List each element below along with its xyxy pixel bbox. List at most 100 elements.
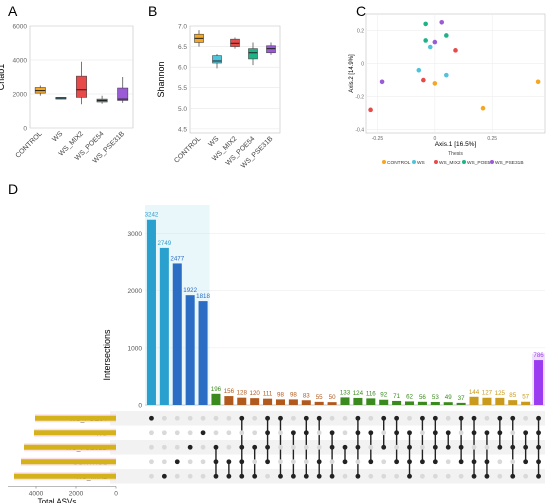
matrix-dot-on	[226, 473, 232, 479]
bar-value-label: 57	[522, 394, 529, 401]
y-tick-label: 2000	[13, 92, 28, 99]
matrix-dot-off	[290, 415, 296, 421]
set-size-bar	[35, 415, 116, 421]
legend-label: WS	[417, 160, 425, 166]
matrix-dot-on	[355, 430, 361, 436]
y-tick-label: 3000	[128, 231, 143, 238]
bar-value-label: 71	[393, 393, 400, 400]
matrix-dot-off	[213, 415, 219, 421]
set-axis-label: Total ASVs	[38, 498, 77, 503]
y-tick-label: 5.0	[178, 106, 187, 113]
set-axis-tick-label: 0	[114, 491, 118, 498]
bar-value-label: 128	[237, 390, 248, 397]
matrix-dot-off	[200, 459, 206, 465]
matrix-dot-on	[420, 459, 425, 465]
matrix-dot-on	[239, 459, 245, 465]
matrix-dot-off	[174, 444, 180, 450]
y-tick-label: 0	[138, 403, 142, 410]
matrix-dot-off	[174, 473, 180, 479]
legend-swatch	[412, 160, 416, 164]
matrix-dot-on	[329, 473, 335, 479]
bar-value-label: 196	[211, 386, 222, 393]
point-ws	[416, 67, 422, 73]
matrix-dot-on	[497, 415, 503, 421]
y-axis-label: Axis.2 [14.9%]	[349, 54, 355, 93]
matrix-dot-on	[484, 473, 490, 479]
matrix-dot-off	[161, 459, 167, 465]
matrix-dot-on	[278, 473, 283, 479]
intersection-bar	[146, 219, 156, 405]
intersection-bar	[185, 295, 195, 405]
intersection-bar	[301, 400, 311, 405]
y-tick-label: 6.5	[178, 44, 187, 51]
matrix-dot-off	[497, 473, 503, 479]
matrix-dot-on	[149, 415, 154, 421]
matrix-dot-on	[278, 415, 283, 421]
matrix-dot-off	[226, 444, 232, 450]
matrix-dot-off	[149, 473, 154, 479]
matrix-dot-on	[407, 459, 412, 465]
matrix-dot-off	[265, 473, 270, 479]
matrix-dot-on	[316, 459, 322, 465]
intersection-bar	[417, 401, 427, 405]
bar-value-label: 83	[303, 392, 310, 399]
matrix-dot-on	[432, 444, 438, 450]
matrix-dot-off	[394, 444, 400, 450]
matrix-dot-off	[149, 444, 154, 450]
matrix-dot-on	[445, 430, 451, 436]
intersection-bar	[263, 398, 273, 405]
matrix-dot-on	[407, 444, 412, 450]
matrix-dot-on	[381, 444, 387, 450]
matrix-dot-on	[316, 415, 322, 421]
matrix-dot-off	[458, 430, 464, 436]
matrix-dot-on	[432, 459, 438, 465]
bar-value-label: 98	[290, 391, 297, 398]
matrix-dot-off	[278, 459, 283, 465]
point-control	[480, 105, 486, 111]
matrix-dot-on	[394, 430, 400, 436]
intersection-bar	[314, 401, 324, 405]
point-ws_mix2	[368, 107, 373, 113]
y-tick-label: 7.0	[178, 24, 187, 31]
matrix-dot-on	[471, 415, 477, 421]
point-ws_mix2	[421, 77, 426, 83]
matrix-dot-on	[226, 459, 232, 465]
intersection-bar	[198, 301, 208, 405]
x-tick-label: WS	[207, 135, 220, 148]
x-tick-label: WS	[51, 130, 64, 143]
legend-swatch	[434, 160, 438, 164]
matrix-dot-off	[239, 430, 245, 436]
intersection-bar	[237, 397, 247, 405]
matrix-dot-on	[420, 415, 425, 421]
point-control	[432, 81, 438, 86]
intersection-bar	[250, 398, 260, 405]
matrix-dot-off	[394, 473, 400, 479]
matrix-dot-off	[149, 430, 154, 436]
matrix-dot-off	[432, 473, 438, 479]
intersection-bar	[288, 399, 298, 405]
matrix-dot-off	[355, 459, 361, 465]
matrix-dot-on	[213, 459, 219, 465]
bar-value-label: 53	[432, 394, 439, 401]
matrix-dot-off	[445, 459, 451, 465]
matrix-dot-on	[213, 473, 219, 479]
point-ws_pse31b	[439, 19, 445, 25]
x-tick-label: -0.25	[372, 136, 384, 142]
matrix-dot-on	[394, 459, 400, 465]
y-tick-label: 6000	[13, 24, 28, 31]
matrix-dot-off	[187, 459, 193, 465]
bar-value-label: 156	[224, 388, 235, 395]
matrix-dot-off	[420, 430, 425, 436]
matrix-dot-off	[187, 415, 193, 421]
matrix-dot-off	[510, 430, 516, 436]
matrix-dot-on	[265, 444, 270, 450]
matrix-dot-off	[252, 459, 258, 465]
legend-label: WS_PSE31B	[495, 160, 524, 166]
matrix-dot-on	[484, 430, 490, 436]
bar-value-label: 49	[445, 394, 452, 401]
box-ws_pse31b	[117, 87, 129, 101]
matrix-dot-on	[407, 430, 412, 436]
matrix-dot-on	[187, 444, 193, 450]
matrix-dot-off	[497, 459, 503, 465]
